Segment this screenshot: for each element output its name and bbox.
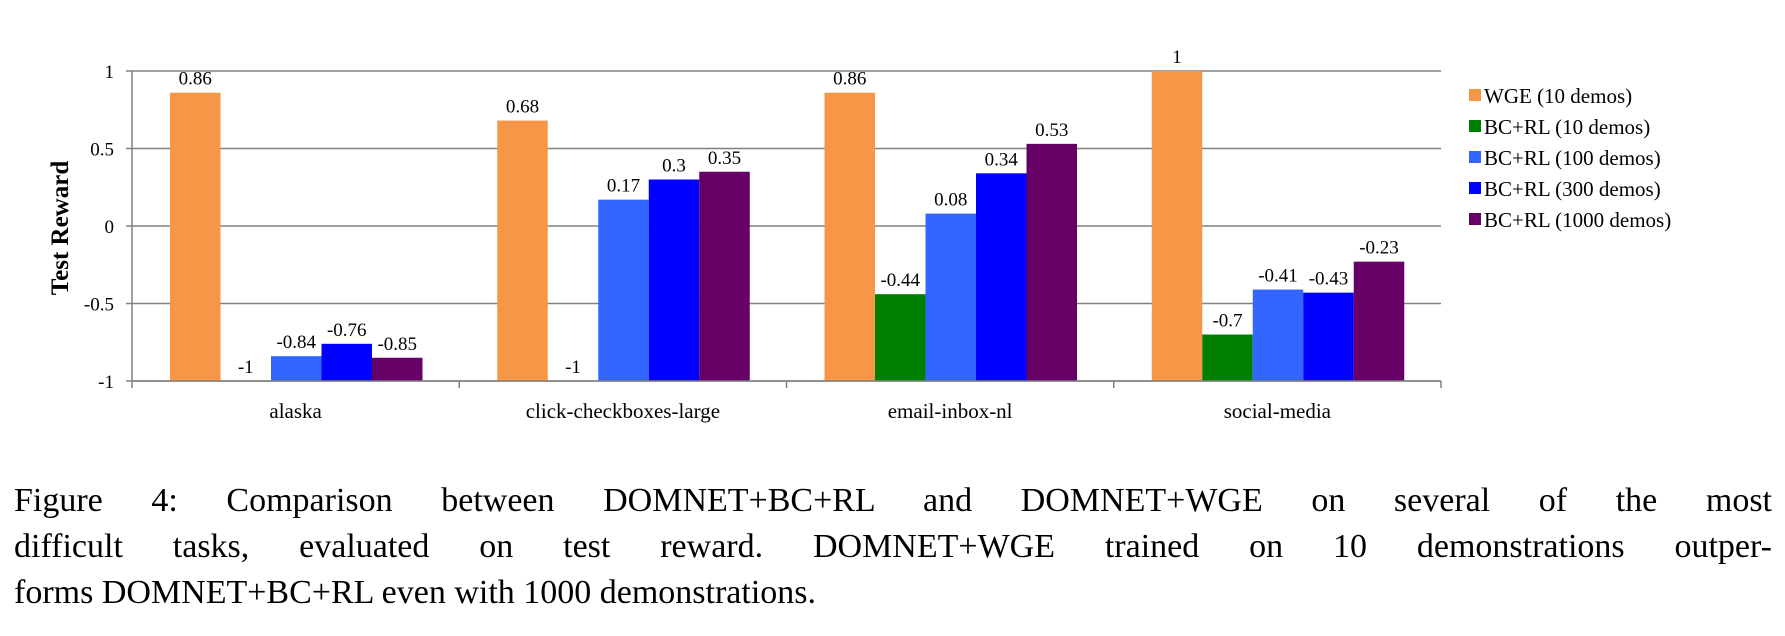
bar bbox=[170, 92, 221, 381]
data-label: 0.3 bbox=[662, 156, 686, 177]
caption-line-1: Figure 4: Comparison between DOMNET+BC+R… bbox=[14, 482, 1772, 519]
legend-label: BC+RL (100 demos) bbox=[1484, 146, 1661, 170]
data-label: -0.43 bbox=[1309, 269, 1349, 290]
bar bbox=[1353, 261, 1405, 381]
bar bbox=[271, 356, 322, 381]
bar bbox=[497, 120, 548, 381]
data-label: -0.85 bbox=[377, 334, 417, 355]
data-label: -1 bbox=[238, 357, 254, 378]
bar bbox=[1151, 71, 1203, 381]
y-tick-label: 0 bbox=[105, 217, 115, 238]
bar bbox=[321, 343, 372, 381]
bar bbox=[925, 213, 976, 381]
bars bbox=[170, 71, 1405, 381]
figure-caption: Figure 4: Comparison between DOMNET+BC+R… bbox=[14, 478, 1772, 616]
data-label: 0.34 bbox=[985, 149, 1019, 170]
legend-label: BC+RL (300 demos) bbox=[1484, 177, 1661, 201]
y-tick-label: -1 bbox=[98, 372, 114, 393]
category-label: social-media bbox=[1224, 399, 1332, 423]
legend-swatch bbox=[1469, 89, 1481, 101]
legend-label: BC+RL (1000 demos) bbox=[1484, 208, 1671, 232]
data-label: -0.23 bbox=[1359, 238, 1399, 259]
y-tick-label: -0.5 bbox=[84, 295, 114, 316]
legend-label: BC+RL (10 demos) bbox=[1484, 115, 1650, 139]
bar bbox=[824, 92, 875, 381]
bar bbox=[598, 199, 649, 381]
y-axis-label: Test Reward bbox=[47, 161, 74, 296]
data-label: -0.41 bbox=[1258, 266, 1298, 287]
data-label: 0.86 bbox=[179, 69, 212, 90]
bar-chart: 1 0.5 0 -0.5 -1 alaska click-checkboxes-large… bbox=[47, 47, 1671, 423]
bar bbox=[1026, 143, 1077, 381]
data-labels: 0.86 -1 -0.84 -0.76 -0.85 0.68 -1 0.17 0.3 0.35 0.… bbox=[179, 47, 1399, 378]
category-label: email-inbox-nl bbox=[888, 399, 1013, 423]
caption-line-3: forms DOMNET+BC+RL even with 1000 demons… bbox=[14, 574, 817, 611]
y-tick-label: 0.5 bbox=[90, 140, 114, 161]
y-tick-label: 1 bbox=[105, 62, 115, 83]
legend-swatch bbox=[1469, 213, 1481, 225]
axes bbox=[126, 70, 1442, 388]
data-label: 0.35 bbox=[708, 148, 741, 169]
category-label: alaska bbox=[269, 399, 322, 423]
legend-swatch bbox=[1469, 120, 1481, 132]
bar bbox=[1303, 292, 1354, 381]
y-tick-labels: 1 0.5 0 -0.5 -1 bbox=[84, 62, 114, 393]
data-label: -0.84 bbox=[276, 332, 316, 353]
bar bbox=[372, 357, 423, 381]
bar bbox=[1252, 289, 1304, 381]
data-label: 0.17 bbox=[607, 176, 640, 197]
category-label: click-checkboxes-large bbox=[526, 399, 720, 423]
bar bbox=[875, 294, 926, 381]
bar bbox=[648, 179, 700, 381]
legend-label: WGE (10 demos) bbox=[1484, 84, 1632, 108]
data-label: 1 bbox=[1172, 47, 1182, 68]
bar bbox=[1202, 334, 1253, 381]
data-label: -0.44 bbox=[880, 270, 920, 291]
caption-line-2: difficult tasks, evaluated on test rewar… bbox=[14, 528, 1772, 565]
data-label: 0.68 bbox=[506, 97, 539, 118]
bar bbox=[976, 173, 1027, 381]
data-label: -0.76 bbox=[327, 320, 367, 341]
data-label: -0.7 bbox=[1212, 311, 1242, 332]
data-label: 0.53 bbox=[1035, 120, 1068, 141]
category-labels: alaska click-checkboxes-large email-inbox-… bbox=[269, 399, 1331, 423]
legend-swatch bbox=[1469, 182, 1481, 194]
bar bbox=[699, 171, 750, 381]
legend: WGE (10 demos) BC+RL (10 demos) BC+RL (100… bbox=[1469, 84, 1671, 232]
data-label: 0.86 bbox=[833, 69, 866, 90]
legend-swatch bbox=[1469, 151, 1481, 163]
data-label: 0.08 bbox=[934, 190, 967, 211]
data-label: -1 bbox=[565, 357, 581, 378]
